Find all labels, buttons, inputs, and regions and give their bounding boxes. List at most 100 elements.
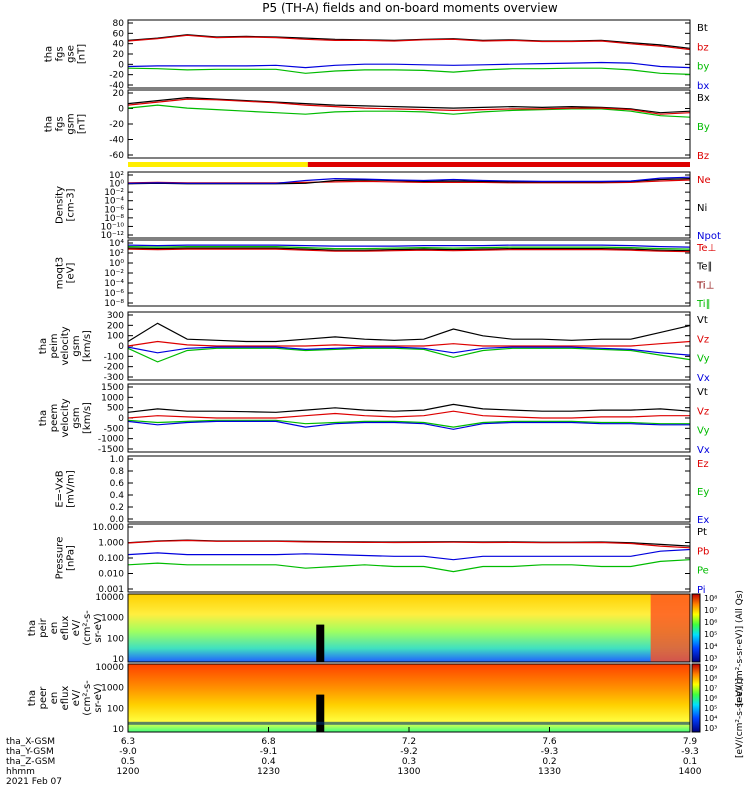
legend-entry: Vy: [697, 426, 710, 437]
series-group: [127, 34, 691, 75]
panel-frame: [127, 455, 691, 523]
colorbar-tick: 10⁶: [704, 694, 717, 703]
spectrogram-fill: [128, 664, 690, 732]
ytick-label: 0: [118, 105, 124, 115]
ylabel-line: [eV]: [66, 263, 77, 284]
ytick-label: 80: [113, 19, 125, 29]
ytick-label: 0.100: [98, 554, 124, 564]
ytick-label: 0: [118, 60, 124, 70]
series-line: [127, 420, 690, 430]
legend-entry: Ne: [697, 175, 711, 186]
ylabel-line: peim: [49, 333, 60, 358]
ylabel-line: gsm: [71, 335, 82, 356]
colorbar-tick: 10⁷: [704, 606, 717, 615]
ytick-label: 1.0: [110, 455, 125, 465]
panel-1: tha fgs gsm [nT] 20 0 -20 -40 -60 Bx By Bz: [44, 89, 710, 162]
colorbar-gradient: [691, 593, 701, 663]
legend-entry: Pi: [697, 585, 706, 596]
legend-entry: Bt: [697, 23, 708, 34]
ylabel-line: tha: [27, 690, 38, 706]
colorbar-tick: 10⁸: [704, 674, 717, 683]
series-group: [127, 539, 691, 573]
ylabel-line: Pressure: [55, 537, 66, 580]
colorbar-tick: 10⁵: [704, 630, 717, 639]
ytick-label: 1.000: [98, 539, 124, 549]
ylabel-line: (cm²-s-: [82, 610, 93, 646]
xaxis-value: 0.2: [542, 757, 556, 767]
colorbar-tick: 10⁶: [704, 618, 717, 627]
ytick-label: 10⁻⁴: [104, 197, 124, 207]
xaxis-date: 2021 Feb 07: [6, 777, 62, 787]
mode-bar: [128, 162, 690, 167]
panel-8: tha peir en eflux eV/(cm²-s-sr-eV) 10000 1000 1…: [27, 593, 691, 665]
colorbar-tick: 10⁴: [704, 642, 717, 651]
legend: Bt bz by bx: [697, 23, 709, 92]
series-line: [127, 246, 691, 250]
ytick-label: 0.0: [110, 515, 125, 525]
panel-frame: [127, 311, 691, 381]
ylabel-line: en: [49, 692, 60, 705]
xaxis-value: 7.9: [683, 737, 698, 747]
panel-frame: [127, 523, 691, 593]
ytick-label: -200: [104, 363, 125, 373]
ytick-label: 1000: [101, 684, 124, 694]
ytick-label: 300: [107, 311, 124, 321]
legend: Ne Ni Npot: [697, 175, 721, 242]
xaxis-value: 0.1: [683, 757, 697, 767]
ytick-label: 1500: [101, 383, 124, 393]
ylabel-line: eflux: [60, 616, 71, 641]
panel-2: Density [cm-3] 10²10⁰10⁻²10⁻⁴10⁻⁶10⁻⁸10⁻¹⁰…: [55, 171, 721, 242]
ytick-label: 100: [107, 634, 124, 644]
xaxis-value: 1300: [398, 767, 421, 777]
ylabel-line: gsm: [71, 407, 82, 428]
ylabel-line: (cm²-s-: [82, 680, 93, 716]
ytick-label: 10⁰: [109, 180, 124, 190]
series-line: [127, 104, 691, 118]
colorbar-gradient: [691, 663, 701, 733]
ylabel-line: eV/: [71, 619, 82, 636]
legend-entry: Npot: [697, 231, 721, 242]
ytick-label: 10⁻⁴: [104, 279, 124, 289]
legend-entry: Te⊥: [696, 243, 716, 254]
series-line: [127, 340, 691, 347]
colorbar-tick: 10⁵: [704, 704, 717, 713]
ylabel-line: gse: [66, 45, 77, 63]
ytick-label: 10⁻⁶: [104, 289, 124, 299]
ytick-label: 0.8: [110, 467, 125, 477]
ytick-label: 10²: [109, 171, 124, 181]
xaxis-value: 0.4: [261, 757, 276, 767]
ytick-label: 10⁻⁶: [104, 205, 124, 215]
series-group: [127, 176, 691, 185]
series-group: [127, 244, 691, 253]
ylabel-line: moqt3: [55, 257, 66, 290]
ytick-label: 10⁻²: [104, 269, 124, 279]
xaxis-value: 1400: [679, 767, 702, 777]
panel-frame: [127, 89, 691, 159]
ylabel-line: [mV/m]: [66, 470, 77, 508]
ytick-label: -300: [104, 373, 125, 383]
xaxis-row-label: tha_Y-GSM: [6, 747, 54, 757]
ylabel-line: tha: [38, 338, 49, 354]
ytick-label: 10⁻²: [104, 188, 124, 198]
chart-title: P5 (TH-A) fields and on-board moments ov…: [262, 1, 558, 15]
xaxis-value: 6.3: [121, 737, 135, 747]
panel-9: tha peer en eflux eV/(cm²-s-sr-eV) 10000 1000 1…: [27, 663, 691, 735]
panel-frame: [127, 383, 691, 453]
ytick-label: 0.6: [110, 479, 125, 489]
legend-entry: Vt: [697, 315, 708, 326]
ytick-label: -1500: [98, 445, 124, 455]
mode-bar-segment: [128, 162, 308, 167]
series-line: [127, 34, 691, 51]
panel-5: tha peem velocity gsm [km/s] 150010005000-500…: [38, 383, 710, 456]
ylabel-line: tha: [44, 116, 55, 132]
ytick-label: -100: [104, 352, 125, 362]
ytick-label: 10: [113, 725, 125, 735]
series-line: [127, 98, 691, 115]
xaxis-value: 1330: [538, 767, 561, 777]
legend-entry: bz: [697, 42, 709, 53]
